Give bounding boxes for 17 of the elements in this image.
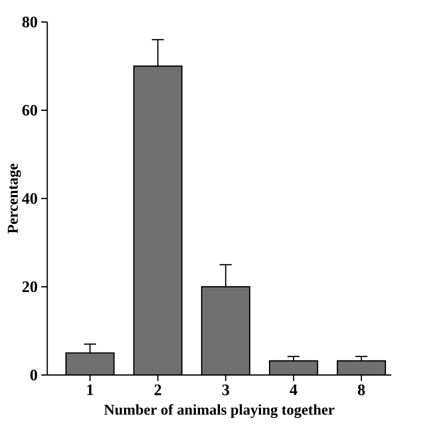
bar <box>270 360 318 375</box>
bar <box>336 360 386 375</box>
x-tick-label: 1 <box>87 384 94 396</box>
y-tick-label: 0 <box>30 370 38 380</box>
bar <box>202 286 250 375</box>
y-tick-label: 80 <box>22 16 38 28</box>
y-tick-label: 20 <box>22 281 38 292</box>
x-axis-title: Number of animals playing together <box>104 404 334 418</box>
x-tick-label: 8 <box>358 384 365 396</box>
x-tick-label: 2 <box>154 384 162 396</box>
x-tick-label: 4 <box>290 384 298 396</box>
y-tick-label: 60 <box>22 104 38 116</box>
x-tick-label: 3 <box>222 384 230 396</box>
bar <box>66 352 114 375</box>
y-tick-label: 40 <box>22 193 38 204</box>
bar <box>134 66 182 375</box>
y-axis-title: Percentage <box>8 164 21 234</box>
